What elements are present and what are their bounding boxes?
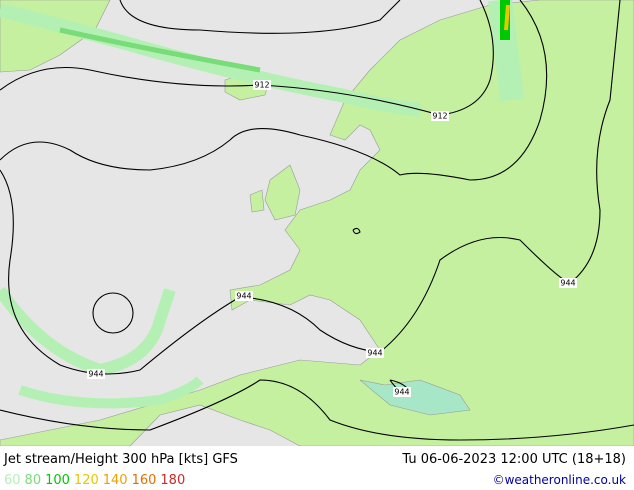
label-bg	[253, 80, 271, 90]
contour-label: 912	[254, 81, 269, 90]
label-bg	[235, 291, 253, 301]
legend-entry: 120	[73, 473, 99, 488]
valid-time: Tu 06-06-2023 12:00 UTC (18+18)	[402, 452, 626, 467]
contour-label: 944	[88, 370, 103, 379]
label-bg	[393, 387, 411, 397]
label-bg	[559, 278, 577, 288]
label-bg	[87, 369, 105, 379]
legend-entry: 80	[24, 473, 42, 488]
legend-entry: 180	[160, 473, 186, 488]
legend-entry: 140	[102, 473, 128, 488]
contour-label: 944	[560, 279, 575, 288]
contour-label: 944	[367, 349, 382, 358]
contour-label: 944	[236, 292, 251, 301]
title: Jet stream/Height 300 hPa [kts] GFS	[4, 452, 238, 467]
legend-entry: 160	[131, 473, 157, 488]
contour-labels: 912 912 944 944 944 944 944	[87, 80, 577, 397]
label-bg	[431, 111, 449, 121]
contour-label: 912	[432, 112, 447, 121]
contour-label: 944	[394, 388, 409, 397]
jet-bands	[0, 0, 524, 409]
credit[interactable]: ©weatheronline.co.uk	[492, 473, 626, 487]
contours	[0, 0, 634, 441]
legend: 60 80 100 120 140 160 180	[4, 473, 189, 488]
legend-entry: 100	[45, 473, 70, 488]
label-bg	[366, 348, 384, 358]
map: 912 912 944 944 944 944 944	[0, 0, 634, 446]
legend-entry: 60	[4, 473, 21, 488]
